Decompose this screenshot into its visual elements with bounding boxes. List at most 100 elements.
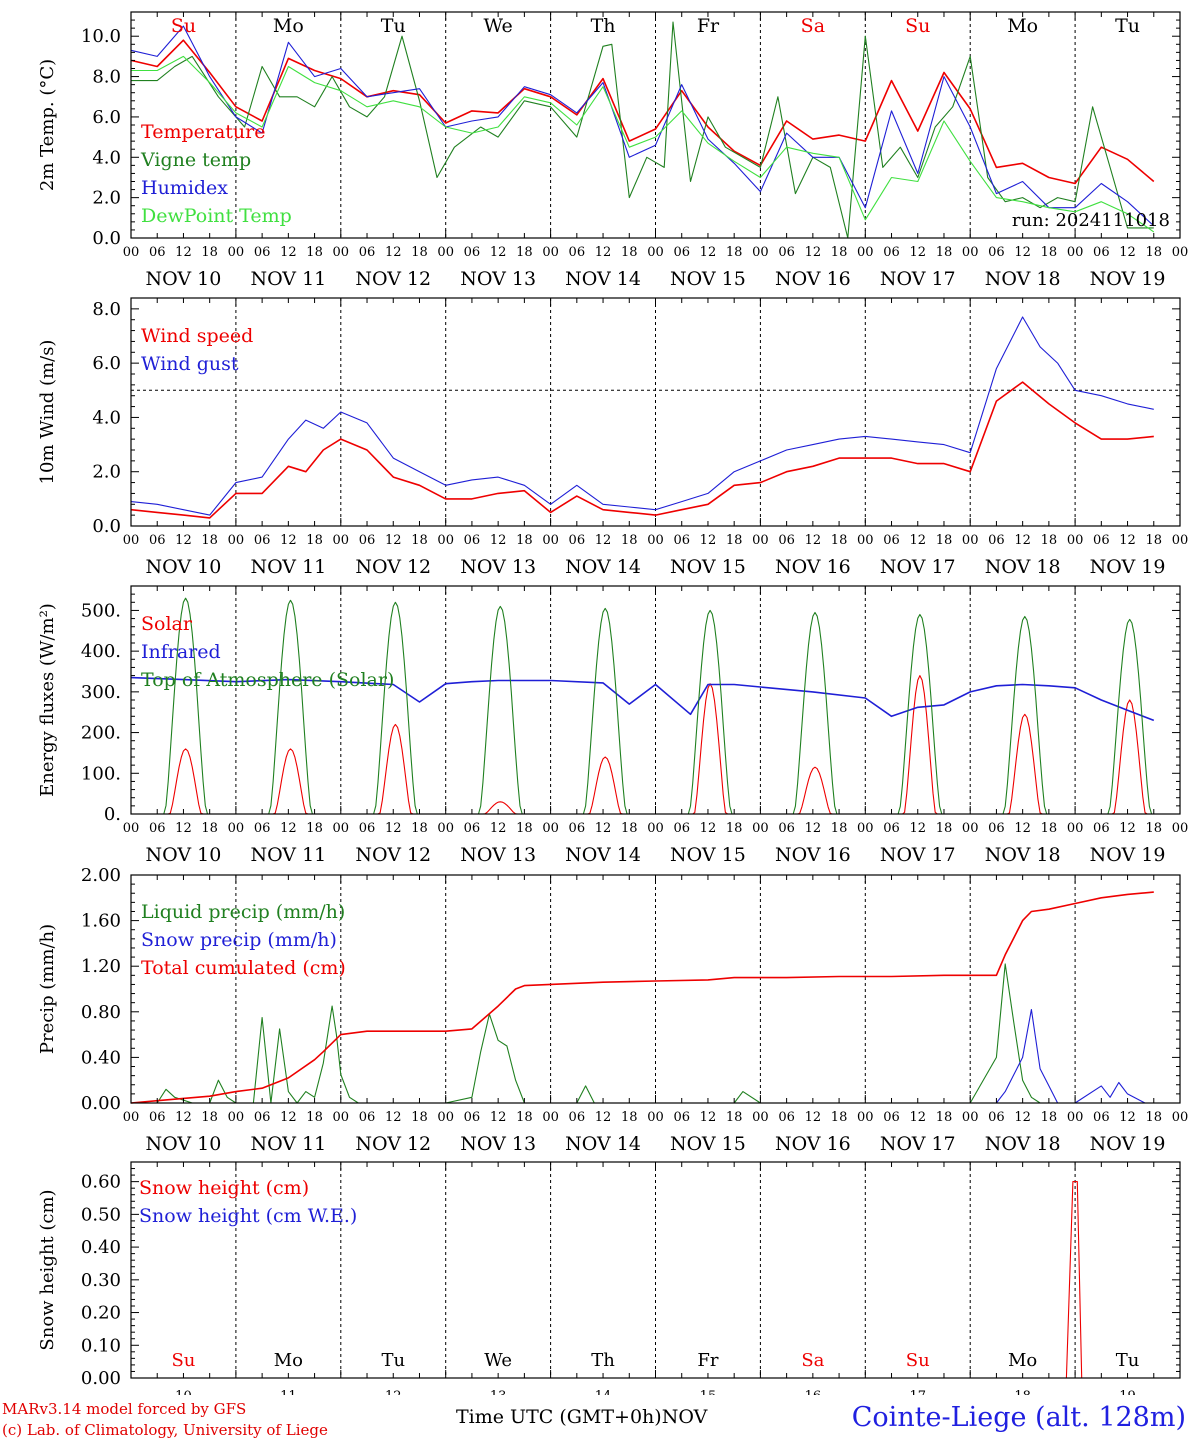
x-hour-label: 00 <box>1067 1110 1084 1125</box>
legend-entry: Snow height (cm) <box>139 1177 309 1199</box>
x-hour-label: 06 <box>149 821 166 836</box>
x-hour-label: 06 <box>988 1110 1005 1125</box>
x-hour-label: 00 <box>333 1110 350 1125</box>
series-line <box>131 1008 1154 1104</box>
day-abbr-label: We <box>484 15 513 37</box>
x-date-label: NOV 17 <box>880 844 956 866</box>
x-hour-label: 00 <box>333 821 350 836</box>
x-hour-label: 06 <box>569 821 586 836</box>
x-hour-label: 00 <box>228 245 245 260</box>
y-tick-label: 0.40 <box>81 1047 121 1068</box>
panel-1: 0.0 2.0 4.0 6.0 8.0 10.0 2m Temp. (°C) 00 06 12 18… <box>37 11 1188 290</box>
x-hour-label: 12 <box>490 245 507 260</box>
time-axis-label: Time UTC (GMT+0h)NOV <box>456 1406 707 1428</box>
x-hour-label: 00 <box>857 1110 874 1125</box>
x-hour-label: 12 <box>700 1110 717 1125</box>
x-date-label: NOV 12 <box>355 1133 431 1155</box>
x-hour-label: 06 <box>673 245 690 260</box>
x-hour-label: 12 <box>805 821 822 836</box>
day-abbr-label: Su <box>906 1350 930 1371</box>
y-tick-label: 2.0 <box>92 188 121 209</box>
x-hour-label: 12 <box>909 533 926 548</box>
x-hour-label: 18 <box>726 245 743 260</box>
x-date-label: NOV 12 <box>355 556 431 578</box>
x-hour-label: 12 <box>805 245 822 260</box>
x-hour-label: 00 <box>857 245 874 260</box>
legend-entry: Wind gust <box>141 353 239 375</box>
x-hour-label: 00 <box>542 821 559 836</box>
day-number-label: 14 <box>595 1389 612 1395</box>
x-hour-label: 12 <box>595 245 612 260</box>
y-tick-label: 0.80 <box>81 1002 121 1023</box>
x-hour-label: 12 <box>1119 245 1136 260</box>
x-hour-label: 12 <box>700 533 717 548</box>
x-hour-label: 00 <box>437 1110 454 1125</box>
x-hour-label: 00 <box>333 245 350 260</box>
x-hour-label: 18 <box>306 533 323 548</box>
y-axis-title: Precip (mm/h) <box>37 924 58 1054</box>
x-hour-label: 00 <box>962 533 979 548</box>
run-annotation: run: 2024111018 <box>1012 210 1170 231</box>
panel-2: 0.0 2.0 4.0 6.0 8.0 10m Wind (m/s) 00 06 12 18 00 0… <box>37 297 1188 578</box>
day-abbr-label: Su <box>171 1350 195 1371</box>
x-date-label: NOV 17 <box>880 268 956 290</box>
y-tick-label: 1.20 <box>81 956 121 977</box>
x-hour-label: 12 <box>175 1110 192 1125</box>
x-hour-label: 12 <box>595 533 612 548</box>
x-hour-label: 06 <box>359 533 376 548</box>
x-date-label: NOV 18 <box>985 1133 1061 1155</box>
day-abbr-label: Tu <box>1116 1350 1140 1371</box>
x-hour-label: 06 <box>1093 1110 1110 1125</box>
series-line <box>130 316 1154 516</box>
panel-3: 0. 100. 200. 300. 400. 500. Energy fluxes (W/m… <box>37 585 1188 866</box>
series-line <box>131 21 1154 239</box>
x-hour-label: 12 <box>805 1110 822 1125</box>
x-hour-label: 18 <box>306 1110 323 1125</box>
x-hour-label: 12 <box>490 533 507 548</box>
x-hour-label: 00 <box>1172 1110 1189 1125</box>
x-hour-label: 06 <box>464 245 481 260</box>
y-tick-label: 0.50 <box>81 1204 121 1225</box>
x-hour-label: 06 <box>778 1110 795 1125</box>
x-date-label: NOV 11 <box>250 1133 326 1155</box>
x-hour-label: 06 <box>673 1110 690 1125</box>
x-hour-label: 00 <box>437 821 454 836</box>
x-hour-label: 18 <box>726 1110 743 1125</box>
legend-entry: Vigne temp <box>140 149 251 171</box>
x-hour-label: 12 <box>1119 821 1136 836</box>
x-date-label: NOV 14 <box>565 268 641 290</box>
x-hour-label: 18 <box>306 821 323 836</box>
x-hour-label: 18 <box>621 245 638 260</box>
x-hour-label: 18 <box>516 821 533 836</box>
model-credit: MARv3.14 model forced by GFS <box>2 1400 247 1418</box>
x-hour-label: 12 <box>490 1110 507 1125</box>
day-number-label: 17 <box>909 1389 926 1395</box>
x-hour-label: 12 <box>175 533 192 548</box>
x-hour-label: 18 <box>1041 821 1058 836</box>
x-hour-label: 18 <box>936 1110 953 1125</box>
y-tick-label: 0.40 <box>81 1237 121 1258</box>
day-abbr-label: We <box>484 1350 512 1371</box>
y-tick-label: 0.20 <box>81 1303 121 1324</box>
y-tick-label: 400. <box>81 641 121 662</box>
x-date-label: NOV 19 <box>1090 844 1166 866</box>
x-hour-label: 18 <box>726 533 743 548</box>
x-date-label: NOV 17 <box>880 556 956 578</box>
x-hour-label: 18 <box>516 1110 533 1125</box>
legend-entry: DewPoint Temp <box>141 205 292 227</box>
x-hour-label: 18 <box>831 1110 848 1125</box>
x-hour-label: 12 <box>1014 821 1031 836</box>
x-date-label: NOV 19 <box>1090 268 1166 290</box>
x-hour-label: 18 <box>411 245 428 260</box>
x-hour-label: 00 <box>437 245 454 260</box>
x-date-label: NOV 13 <box>460 844 536 866</box>
x-hour-label: 06 <box>359 1110 376 1125</box>
x-hour-label: 18 <box>1146 821 1163 836</box>
y-tick-label: 6.0 <box>92 353 121 374</box>
x-hour-label: 06 <box>359 821 376 836</box>
legend-entry: Temperature <box>141 121 265 143</box>
y-tick-label: 0.00 <box>81 1368 121 1389</box>
x-date-label: NOV 18 <box>985 268 1061 290</box>
x-hour-label: 12 <box>1119 1110 1136 1125</box>
x-date-label: NOV 19 <box>1090 556 1166 578</box>
